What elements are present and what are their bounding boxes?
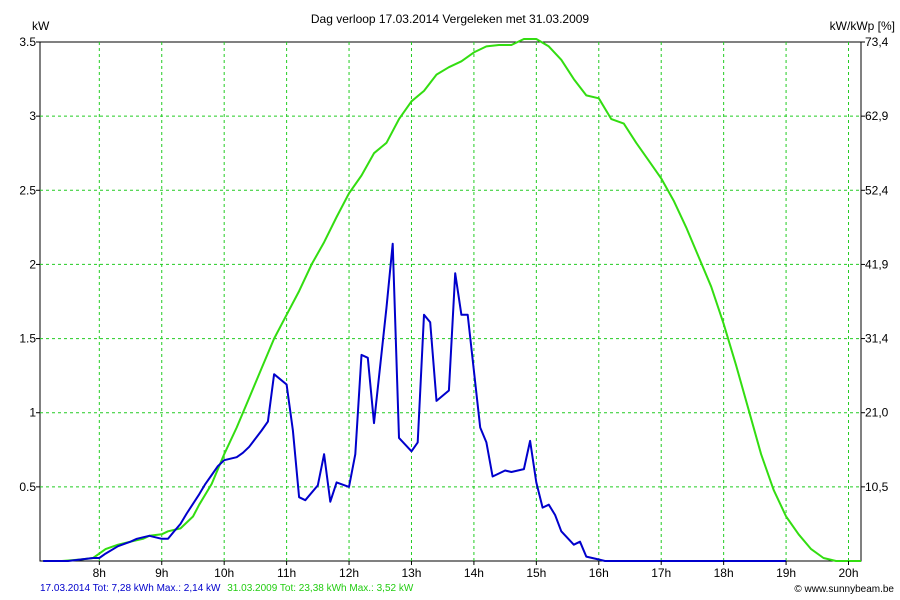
x-tick-label: 19h [776,566,796,580]
plot-area [39,41,862,562]
x-tick-label: 9h [155,566,168,580]
y-tick-label-left: 2 [29,257,36,271]
y-tick-label-right: 10,5 [865,480,889,494]
y-tick-label-right: 73,4 [865,35,889,49]
chart-title: Dag verloop 17.03.2014 Vergeleken met 31… [311,12,590,26]
series-line-17.03.2014 [43,242,787,562]
y-tick-label-left: 2.5 [19,183,36,197]
y-tick-label-left: 3.5 [19,35,36,49]
y-tick-label-left: 1.5 [19,332,36,346]
y-tick-label-right: 62,9 [865,109,889,123]
x-tick-label: 15h [526,566,546,580]
x-tick-label: 10h [214,566,234,580]
legend-series-2014: 17.03.2014 Tot: 7,28 kWh Max.: 2,14 kW [40,583,221,594]
credit-text: © www.sunnybeam.be [794,584,894,595]
y-tick-label-right: 31,4 [865,332,889,346]
x-tick-label: 17h [651,566,671,580]
x-tick-label: 16h [589,566,609,580]
y-tick-label-left: 0.5 [19,480,36,494]
x-tick-label: 14h [464,566,484,580]
series-group [43,38,861,562]
x-tick-label: 13h [401,566,421,580]
series-line-31.03.2009 [43,38,861,562]
x-tick-label: 18h [714,566,734,580]
y-tick-label-right: 52,4 [865,183,889,197]
x-tick-label: 11h [277,566,296,580]
y-tick-label-right: 41,9 [865,257,889,271]
x-tick-label: 8h [93,566,106,580]
y-axis-left-label: kW [32,19,50,33]
y-tick-label-left: 3 [29,109,36,123]
x-tick-label: 12h [339,566,359,580]
grid-lines [40,42,861,561]
x-tick-label: 20h [838,566,858,580]
y-tick-label-right: 21,0 [865,406,889,420]
y-axis-right-label: kW/kWp [%] [830,19,895,33]
legend-series-2009: 31.03.2009 Tot: 23,38 kWh Max.: 3,52 kW [227,583,414,594]
axes-group: 8h 9h 10h 11h 12h 13h 14h 15h 16h 17h 18h 19h 20h 0.5… [19,35,888,580]
chart-footer-legend: 17.03.2014 Tot: 7,28 kWh Max.: 2,14 kW 3… [40,583,417,594]
y-tick-label-left: 1 [29,406,36,420]
